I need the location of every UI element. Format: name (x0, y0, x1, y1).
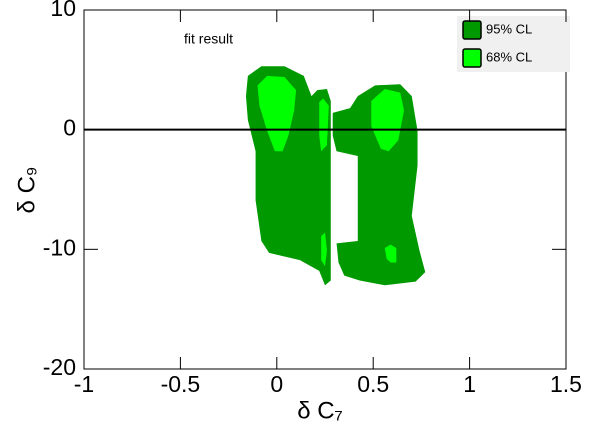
x-tick-label: -0.5 (161, 371, 201, 397)
y-axis-label: δ C₉ (13, 167, 40, 214)
x-axis-label: δ C₇ (297, 397, 343, 424)
legend-swatch (462, 48, 482, 68)
cl-region (332, 84, 426, 286)
y-tick-label: -10 (43, 234, 76, 260)
cl-region (257, 75, 297, 152)
plot-area (245, 66, 426, 286)
x-tick-label: 1 (463, 371, 476, 397)
x-tick-label: -1 (74, 371, 94, 397)
x-tick-label: 1.5 (550, 371, 582, 397)
x-tick-label: 0.5 (357, 371, 389, 397)
y-tick-label: 10 (50, 0, 76, 21)
x-tick-label: 0 (270, 371, 283, 397)
y-tick-label: 0 (63, 115, 76, 141)
frame (83, 9, 567, 370)
cl-region (319, 98, 329, 152)
cl-region (371, 88, 405, 152)
legend-label: 95% CL (486, 21, 532, 36)
y-tick-label: -20 (43, 354, 76, 380)
cl-region (384, 244, 397, 263)
annotation: fit result (184, 31, 233, 47)
cl-region (321, 232, 327, 267)
legend-label: 68% CL (486, 49, 532, 64)
legend-swatch (462, 20, 482, 40)
